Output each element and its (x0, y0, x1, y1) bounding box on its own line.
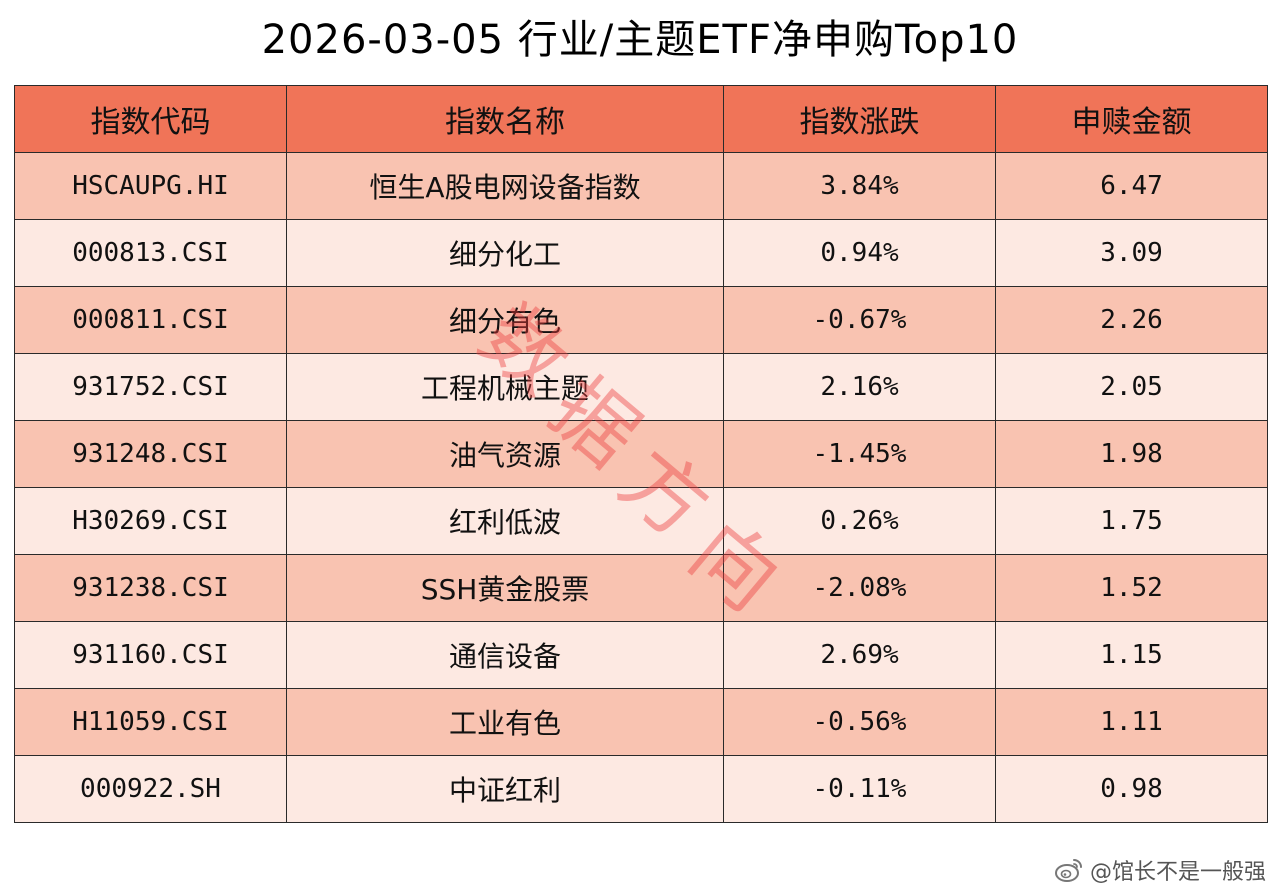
cell-index-code: 931160.CSI (14, 621, 287, 689)
header-index-name: 指数名称 (286, 85, 724, 153)
header-index-change: 指数涨跌 (723, 85, 996, 153)
cell-index-change: 0.94% (723, 219, 996, 287)
cell-index-change: -0.11% (723, 755, 996, 823)
cell-net-amount: 1.15 (995, 621, 1268, 689)
table-row: 931752.CSI 工程机械主题 2.16% 2.05 (14, 353, 1268, 421)
table-row: HSCAUPG.HI 恒生A股电网设备指数 3.84% 6.47 (14, 152, 1268, 220)
weibo-credit: @馆长不是一般强 (1054, 855, 1266, 885)
table-header-row: 指数代码 指数名称 指数涨跌 申赎金额 (14, 85, 1268, 153)
cell-index-code: H30269.CSI (14, 487, 287, 555)
cell-index-code: 000813.CSI (14, 219, 287, 287)
cell-index-name: 工程机械主题 (286, 353, 724, 421)
cell-net-amount: 2.26 (995, 286, 1268, 354)
cell-index-name: 通信设备 (286, 621, 724, 689)
table-row: 000813.CSI 细分化工 0.94% 3.09 (14, 219, 1268, 287)
table-row: H30269.CSI 红利低波 0.26% 1.75 (14, 487, 1268, 555)
cell-index-change: 2.16% (723, 353, 996, 421)
cell-index-code: 931238.CSI (14, 554, 287, 622)
cell-net-amount: 1.11 (995, 688, 1268, 756)
header-net-amount: 申赎金额 (995, 85, 1268, 153)
cell-index-code: HSCAUPG.HI (14, 152, 287, 220)
table-row: 931248.CSI 油气资源 -1.45% 1.98 (14, 420, 1268, 488)
cell-index-code: 000922.SH (14, 755, 287, 823)
table-row: 931238.CSI SSH黄金股票 -2.08% 1.52 (14, 554, 1268, 622)
cell-net-amount: 0.98 (995, 755, 1268, 823)
table-row: 000811.CSI 细分有色 -0.67% 2.26 (14, 286, 1268, 354)
cell-index-change: -2.08% (723, 554, 996, 622)
cell-index-name: 中证红利 (286, 755, 724, 823)
page-title: 2026-03-05 行业/主题ETF净申购Top10 (261, 17, 1019, 63)
cell-index-name: SSH黄金股票 (286, 554, 724, 622)
cell-index-change: 0.26% (723, 487, 996, 555)
cell-index-code: 000811.CSI (14, 286, 287, 354)
cell-index-change: 3.84% (723, 152, 996, 220)
table-row: 931160.CSI 通信设备 2.69% 1.15 (14, 621, 1268, 689)
cell-net-amount: 3.09 (995, 219, 1268, 287)
cell-index-code: 931752.CSI (14, 353, 287, 421)
table-row: H11059.CSI 工业有色 -0.56% 1.11 (14, 688, 1268, 756)
cell-index-change: -0.56% (723, 688, 996, 756)
cell-index-name: 工业有色 (286, 688, 724, 756)
cell-net-amount: 1.52 (995, 554, 1268, 622)
cell-net-amount: 1.75 (995, 487, 1268, 555)
weibo-icon (1054, 859, 1082, 882)
cell-index-code: H11059.CSI (14, 688, 287, 756)
cell-index-name: 恒生A股电网设备指数 (286, 152, 724, 220)
cell-index-name: 细分化工 (286, 219, 724, 287)
cell-index-name: 细分有色 (286, 286, 724, 354)
cell-net-amount: 6.47 (995, 152, 1268, 220)
header-index-code: 指数代码 (14, 85, 287, 153)
cell-index-change: -1.45% (723, 420, 996, 488)
table-row: 000922.SH 中证红利 -0.11% 0.98 (14, 755, 1268, 823)
etf-table: 指数代码 指数名称 指数涨跌 申赎金额 HSCAUPG.HI 恒生A股电网设备指… (14, 85, 1268, 823)
cell-index-change: 2.69% (723, 621, 996, 689)
cell-index-change: -0.67% (723, 286, 996, 354)
cell-net-amount: 1.98 (995, 420, 1268, 488)
cell-index-name: 红利低波 (286, 487, 724, 555)
cell-index-name: 油气资源 (286, 420, 724, 488)
cell-net-amount: 2.05 (995, 353, 1268, 421)
cell-index-code: 931248.CSI (14, 420, 287, 488)
credit-handle: @馆长不是一般强 (1089, 860, 1266, 885)
